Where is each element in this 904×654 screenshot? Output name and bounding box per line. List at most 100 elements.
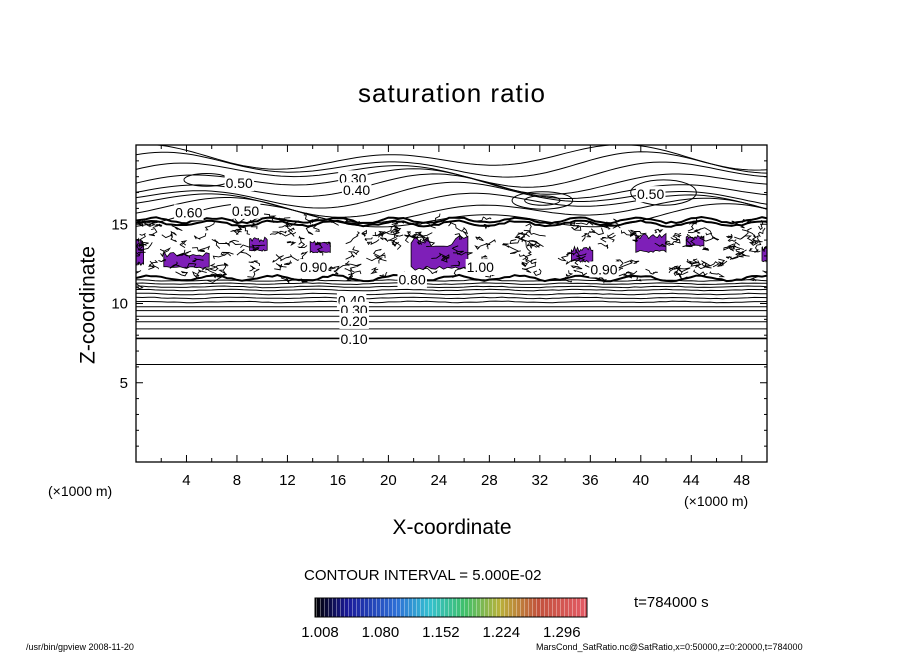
contour-line [283, 260, 293, 265]
contour-line [628, 229, 642, 240]
contour-label-bg [341, 182, 372, 199]
colorbar-stripes [315, 598, 587, 617]
contour-line [136, 242, 149, 248]
contour-line [474, 242, 491, 250]
contour-line [581, 233, 588, 242]
contour-line [674, 232, 682, 238]
contour-line [370, 266, 379, 275]
contour-line [148, 228, 158, 237]
contour-line [171, 225, 183, 232]
contour-line [485, 239, 496, 250]
contour-line [754, 242, 762, 253]
contour-line [654, 228, 664, 234]
contour-label-bg [636, 186, 666, 203]
contour-line [366, 239, 380, 246]
contour-line [205, 262, 229, 271]
contour-line [709, 271, 726, 278]
contour-line [723, 246, 736, 251]
supersaturated-region [761, 245, 767, 263]
contour-line [364, 237, 373, 242]
x-tick-label: 44 [683, 472, 700, 489]
contour-line [521, 261, 528, 268]
contour-line [729, 251, 745, 260]
contour-line [573, 269, 588, 276]
contour-line [522, 258, 537, 263]
contour-interval-label: CONTOUR INTERVAL = 5.000E-02 [304, 567, 542, 584]
contour-label: 0.10 [340, 331, 367, 347]
contour-line [705, 261, 720, 269]
contour-line [191, 247, 206, 252]
contour-line [348, 246, 360, 255]
contour-line [511, 191, 574, 210]
contour-label-bg [230, 202, 261, 219]
contour-line [524, 195, 561, 206]
x-tick-label: 28 [481, 472, 498, 489]
contour-line [668, 265, 679, 274]
colorbar-tick-label: 1.008 [301, 624, 339, 641]
colorbar-tick-label: 1.224 [483, 624, 521, 641]
contour-line [274, 264, 282, 271]
contour-line [238, 226, 250, 235]
contour-line [393, 238, 402, 250]
contour-line [218, 263, 228, 274]
contour-line [345, 251, 355, 260]
contour-line [748, 248, 761, 253]
contour-line [404, 231, 411, 244]
contour-line [175, 271, 189, 277]
contour-line [685, 233, 696, 248]
contour-line [372, 230, 392, 238]
contour-line [212, 253, 232, 260]
contour-line [522, 238, 535, 247]
contour-line [702, 247, 710, 251]
contour-line [440, 254, 450, 261]
contour-line [431, 252, 446, 259]
contour-line [524, 261, 537, 271]
supersaturated-region [635, 232, 667, 253]
x-tick-label: 36 [582, 472, 599, 489]
contour-line [193, 232, 207, 240]
contour-line [517, 232, 530, 238]
contour-line [176, 250, 192, 257]
contour-line [670, 237, 681, 246]
contour-line [136, 215, 767, 225]
contour-line [748, 276, 759, 282]
contour-line [692, 258, 701, 265]
contour-line [280, 277, 296, 284]
contour-line [475, 236, 484, 242]
contour-line [284, 224, 294, 233]
contour-line [158, 258, 167, 263]
contour-label-bg [589, 261, 619, 278]
contour-line [748, 239, 759, 246]
contour-line [727, 235, 737, 242]
contour-line [240, 244, 260, 251]
contour-line [632, 237, 639, 243]
contour-line [298, 235, 305, 245]
contour-line [136, 273, 767, 283]
contour-line [249, 265, 256, 272]
x-tick-label: 4 [182, 472, 190, 489]
contour-line [199, 245, 211, 252]
contour-line [477, 216, 492, 222]
contour-line [574, 255, 586, 266]
contour-label: 0.90 [590, 261, 617, 277]
contour-line [391, 230, 401, 238]
contour-line [741, 229, 757, 239]
file-info: MarsCond_SatRatio.nc@SatRatio,x=0:50000,… [536, 642, 803, 652]
contour-line [507, 245, 521, 255]
contour-line [136, 151, 767, 178]
chart-title: saturation ratio [358, 78, 546, 108]
contour-line [333, 265, 340, 275]
contour-label: 0.50 [637, 186, 664, 202]
contour-label-bg [465, 259, 496, 276]
contour-line [207, 275, 223, 283]
contour-line [629, 273, 642, 282]
contour-line [137, 243, 147, 252]
contour-line [575, 253, 587, 259]
contour-line [518, 254, 529, 264]
contour-label-bg [174, 204, 204, 221]
contour-line [136, 292, 767, 296]
contour-line [565, 270, 574, 277]
contour-line [686, 258, 699, 265]
y-tick-label: 10 [111, 296, 128, 313]
